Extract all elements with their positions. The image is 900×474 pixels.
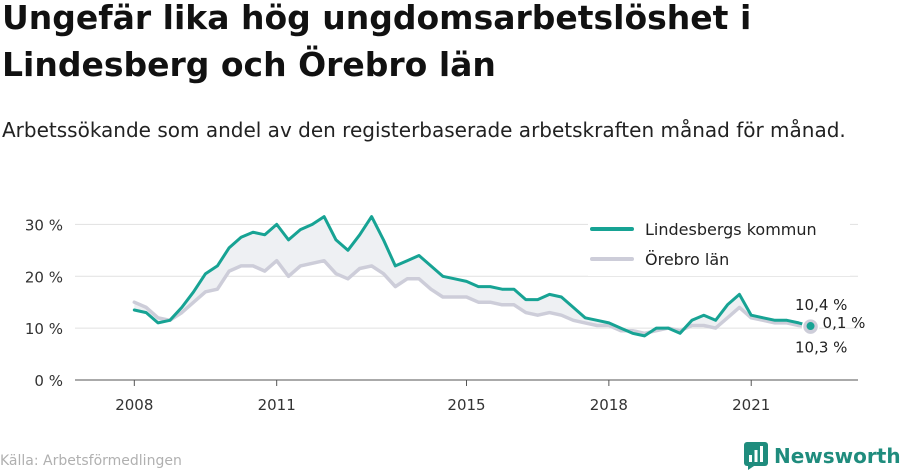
x-tick-label: 2011	[258, 396, 296, 414]
legend-label: Lindesbergs kommun	[645, 220, 817, 239]
gap-area	[134, 216, 811, 336]
series-line-orebro	[132, 258, 813, 336]
chart-title: Ungefär lika hög ungdomsarbetslöshet i L…	[2, 0, 752, 84]
x-tick-label: 2021	[732, 396, 770, 414]
annotation-lindesberg-value: 10,4 %	[795, 296, 847, 314]
source-label: Källa: Arbetsförmedlingen	[0, 453, 182, 469]
x-tick-label: 2008	[115, 396, 153, 414]
brand-logo: Newsworthy	[744, 441, 900, 471]
chart-subtitle: Arbetssökande som andel av den registerb…	[2, 118, 846, 142]
x-tick-label: 2018	[590, 396, 628, 414]
y-tick-label: 10 %	[25, 320, 63, 338]
brand-name: Newsworthy	[774, 444, 900, 468]
y-tick-label: 0 %	[34, 372, 63, 390]
legend-box	[588, 214, 850, 276]
legend-label: Örebro län	[645, 250, 729, 269]
x-tick-label: 2015	[447, 396, 485, 414]
y-tick-label: 30 %	[25, 216, 63, 234]
series-line-lindesberg	[132, 215, 812, 338]
newsworthy-logo-icon	[744, 442, 768, 470]
annotation-orebro-value: 10,3 %	[795, 339, 847, 357]
annotation-difference: 0,1 %	[823, 314, 866, 332]
y-tick-label: 20 %	[25, 268, 63, 286]
end-point-lindesberg	[806, 322, 815, 331]
